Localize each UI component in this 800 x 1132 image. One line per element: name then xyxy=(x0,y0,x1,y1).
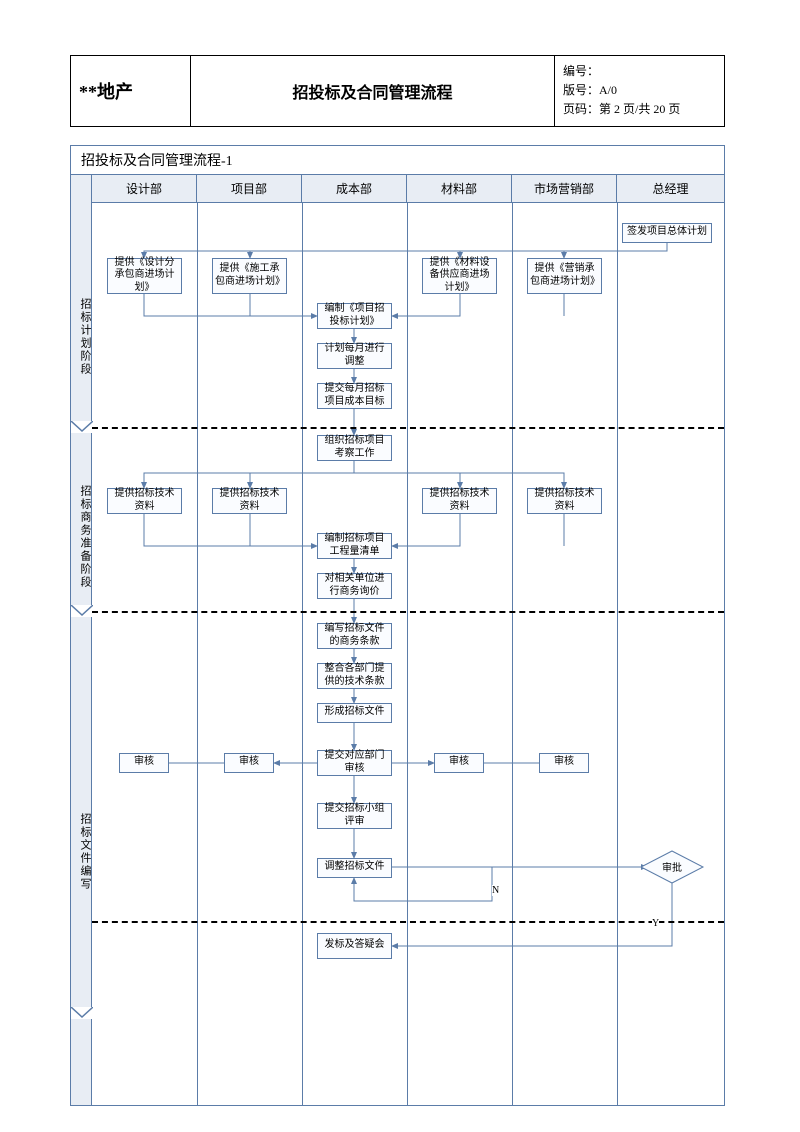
company-name: **地产 xyxy=(79,82,133,102)
process-node: 提供《材料设备供应商进场计划》 xyxy=(422,258,497,294)
title-cell: 招投标及合同管理流程 xyxy=(191,56,555,127)
phase-divider xyxy=(92,921,724,923)
process-node: 提交对应部门审核 xyxy=(317,750,392,776)
doc-page: 页码：第 2 页/共 20 页 xyxy=(563,100,716,119)
page: **地产 招投标及合同管理流程 编号： 版号：A/0 页码：第 2 页/共 20… xyxy=(70,55,725,1106)
process-node: 形成招标文件 xyxy=(317,703,392,723)
lane-divider xyxy=(407,203,408,1105)
flow-title: 招投标及合同管理流程-1 xyxy=(71,146,724,175)
lane-divider xyxy=(302,203,303,1105)
process-node: 发标及答疑会 xyxy=(317,933,392,959)
lane-header-row: 设计部项目部成本部材料部市场营销部总经理 xyxy=(92,175,724,203)
swimlane-area: 招标计划阶段招标商务准备阶段招标文件编写 设计部项目部成本部材料部市场营销部总经… xyxy=(71,175,724,1105)
doc-title: 招投标及合同管理流程 xyxy=(292,85,452,102)
process-node: 提供招标技术资料 xyxy=(212,488,287,514)
meta-cell: 编号： 版号：A/0 页码：第 2 页/共 20 页 xyxy=(555,56,725,127)
phase-label: 招标计划阶段 xyxy=(71,259,93,416)
body-area: 设计部项目部成本部材料部市场营销部总经理 签发项目总体计划提供《设计分承包商进场… xyxy=(92,175,724,1105)
decision-node: 审批 xyxy=(647,853,697,881)
connector-layer xyxy=(92,203,724,1105)
process-node: 审核 xyxy=(539,753,589,773)
process-node: 提供《施工承包商进场计划》 xyxy=(212,258,287,294)
process-node: 提交招标小组评审 xyxy=(317,803,392,829)
lane-header: 设计部 xyxy=(92,175,197,202)
process-node: 提供招标技术资料 xyxy=(107,488,182,514)
process-node: 签发项目总体计划 xyxy=(622,223,712,243)
doc-number: 编号： xyxy=(563,62,716,81)
phase-label: 招标商务准备阶段 xyxy=(71,473,93,602)
process-node: 对相关单位进行商务询价 xyxy=(317,573,392,599)
lane-header: 市场营销部 xyxy=(512,175,617,202)
process-node: 调整招标文件 xyxy=(317,858,392,878)
flowchart-container: 招投标及合同管理流程-1 招标计划阶段招标商务准备阶段招标文件编写 设计部项目部… xyxy=(70,145,725,1106)
doc-version: 版号：A/0 xyxy=(563,81,716,100)
edge-label: Y xyxy=(652,918,659,929)
process-node: 审核 xyxy=(119,753,169,773)
phase-chevron-icon xyxy=(71,1007,93,1019)
process-node: 提供《营销承包商进场计划》 xyxy=(527,258,602,294)
phase-chevron-icon xyxy=(71,421,93,433)
process-node: 整合各部门提供的技术条款 xyxy=(317,663,392,689)
phase-divider xyxy=(92,611,724,613)
process-node: 编制招标项目工程量清单 xyxy=(317,533,392,559)
process-node: 提供《设计分承包商进场计划》 xyxy=(107,258,182,294)
process-node: 审核 xyxy=(224,753,274,773)
doc-header-table: **地产 招投标及合同管理流程 编号： 版号：A/0 页码：第 2 页/共 20… xyxy=(70,55,725,127)
process-node: 审核 xyxy=(434,753,484,773)
phase-column: 招标计划阶段招标商务准备阶段招标文件编写 xyxy=(71,175,92,1105)
process-node: 提供招标技术资料 xyxy=(422,488,497,514)
phase-chevron-icon xyxy=(71,605,93,617)
phase-label: 招标文件编写 xyxy=(71,711,93,992)
lane-body: 签发项目总体计划提供《设计分承包商进场计划》提供《施工承包商进场计划》 提供《材料… xyxy=(92,203,724,1105)
lane-divider xyxy=(512,203,513,1105)
phase-divider xyxy=(92,427,724,429)
process-node: 编写招标文件的商务条款 xyxy=(317,623,392,649)
process-node: 组织招标项目考察工作 xyxy=(317,435,392,461)
lane-divider xyxy=(197,203,198,1105)
lane-header: 项目部 xyxy=(197,175,302,202)
process-node: 提交每月招标项目成本目标 xyxy=(317,383,392,409)
process-node: 提供招标技术资料 xyxy=(527,488,602,514)
company-cell: **地产 xyxy=(71,56,191,127)
lane-header: 材料部 xyxy=(407,175,512,202)
process-node: 编制《项目招投标计划》 xyxy=(317,303,392,329)
lane-header: 成本部 xyxy=(302,175,407,202)
process-node: 计划每月进行调整 xyxy=(317,343,392,369)
edge-label: N xyxy=(492,885,499,896)
lane-divider xyxy=(617,203,618,1105)
lane-header: 总经理 xyxy=(617,175,724,202)
